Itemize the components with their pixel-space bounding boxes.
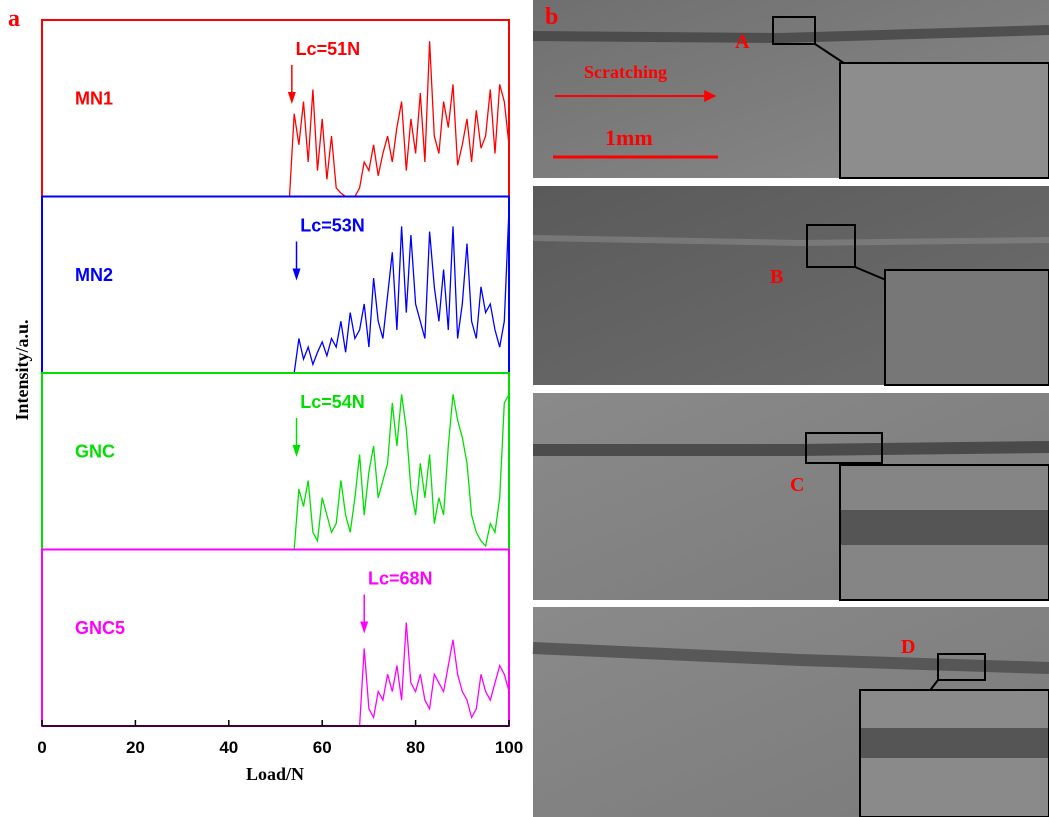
y-axis-label: Intensity/a.u.	[12, 319, 32, 420]
x-tick-label: 20	[126, 738, 145, 757]
series-label: MN2	[75, 265, 113, 285]
inset-track	[841, 510, 1048, 545]
x-tick-label: 60	[313, 738, 332, 757]
series-label: GNC	[75, 442, 115, 462]
scale-label: 1mm	[605, 125, 653, 150]
arrow-head	[288, 92, 296, 104]
panel-label: a	[8, 6, 20, 32]
arrow-head	[360, 622, 368, 634]
arrow-head	[293, 269, 301, 281]
x-tick-label: 40	[219, 738, 238, 757]
critical-load-label: Lc=53N	[300, 216, 365, 236]
inset	[885, 270, 1049, 385]
series-label: GNC5	[75, 618, 125, 638]
x-tick-label: 100	[495, 738, 523, 757]
region-label: B	[770, 266, 783, 288]
signal-line	[276, 394, 510, 549]
panel-label: b	[545, 4, 558, 30]
x-axis-label: Load/N	[246, 764, 304, 784]
figure: b Scratching 1mm A B C D a Load/N Intens…	[0, 0, 1049, 817]
scratch-track	[533, 447, 1049, 450]
direction-label: Scratching	[584, 62, 667, 82]
arrow-head	[293, 445, 301, 457]
signal-line	[276, 623, 510, 727]
inset	[840, 63, 1049, 178]
region-label: A	[735, 31, 750, 53]
critical-load-label: Lc=68N	[368, 569, 433, 589]
x-tick-label: 0	[37, 738, 46, 757]
inset-track	[861, 728, 1048, 758]
series-label: MN1	[75, 89, 113, 109]
sem-images: b Scratching 1mm A B C D	[533, 0, 1049, 817]
region-label: D	[901, 636, 915, 658]
critical-load-label: Lc=51N	[296, 39, 361, 59]
signal-line	[276, 41, 510, 196]
region-label: C	[790, 474, 804, 496]
critical-load-label: Lc=54N	[300, 392, 365, 412]
x-tick-label: 80	[406, 738, 425, 757]
